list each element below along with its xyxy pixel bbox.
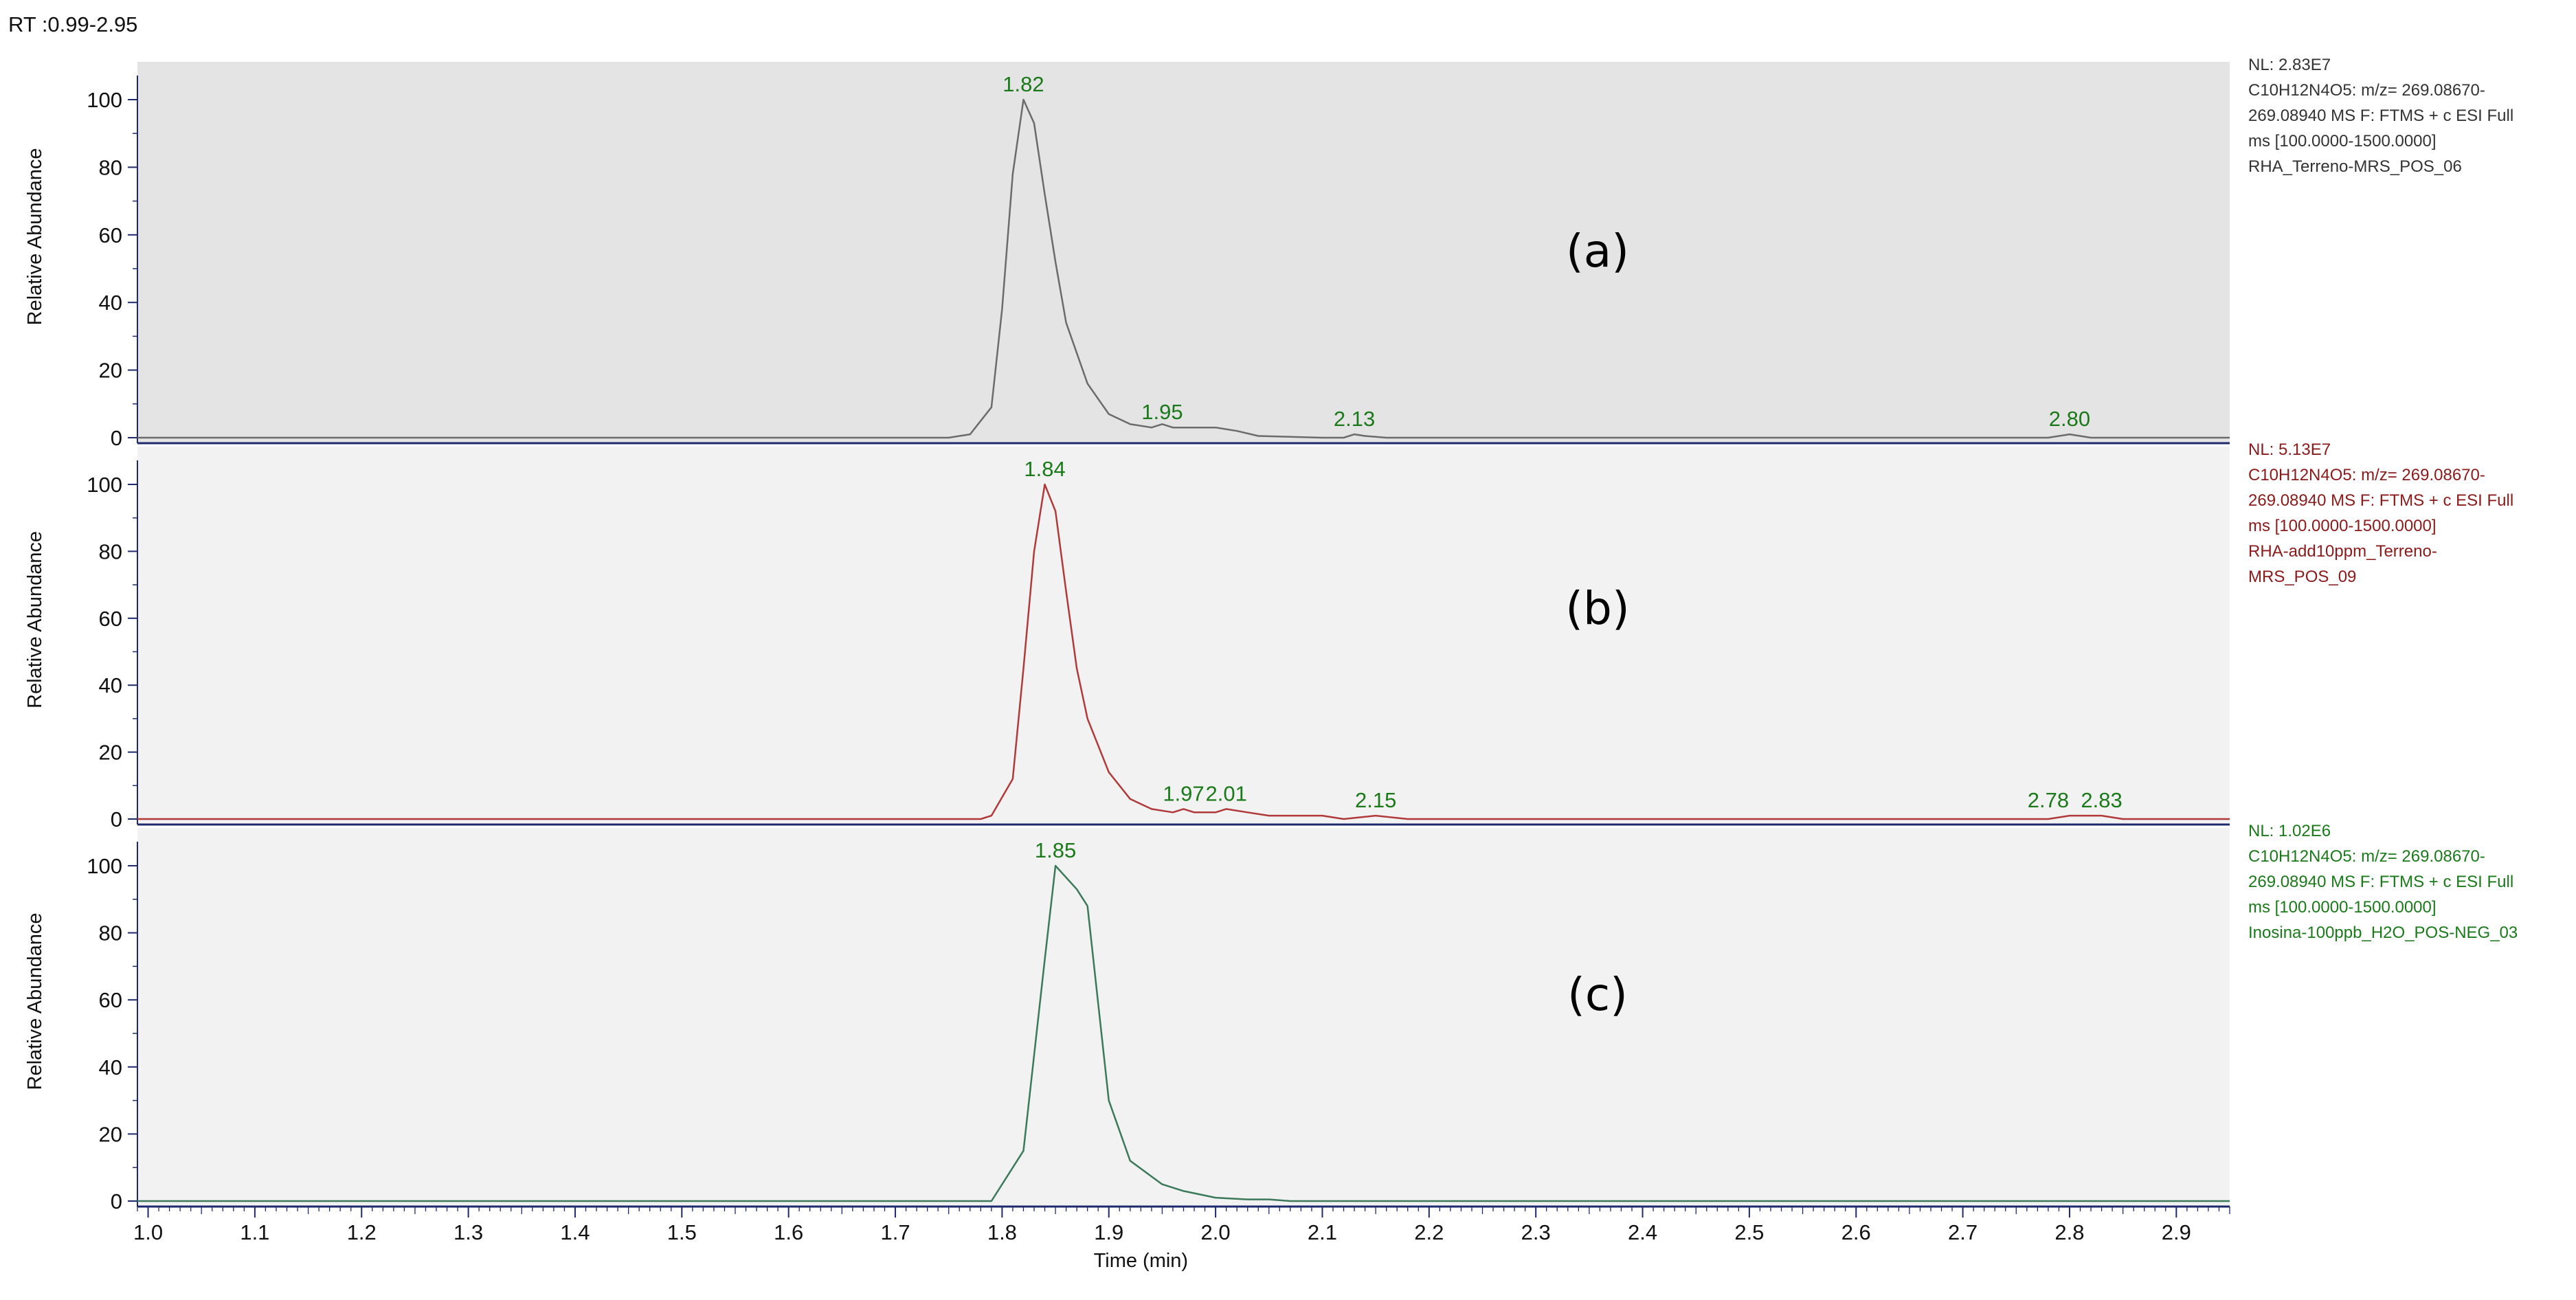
x-tick-label: 1.9 xyxy=(1094,1220,1123,1244)
y-tick-label: 40 xyxy=(99,673,122,697)
info-line: C10H12N4O5: m/z= 269.08670- xyxy=(2248,81,2485,100)
y-tick-label: 100 xyxy=(87,473,122,497)
peak-label: 2.78 xyxy=(2028,788,2069,812)
panel-background xyxy=(137,447,2230,825)
x-tick-label: 2.6 xyxy=(1841,1220,1871,1244)
info-line: 269.08940 MS F: FTMS + c ESI Full xyxy=(2248,107,2513,125)
y-tick-label: 80 xyxy=(99,155,122,179)
info-line: Inosina-100ppb_H2O_POS-NEG_03 xyxy=(2248,923,2518,942)
peak-label: 2.80 xyxy=(2049,407,2090,431)
y-axis-title: Relative Abundance xyxy=(24,531,46,708)
panel-tag: (c) xyxy=(1567,968,1628,1021)
info-line: MRS_POS_09 xyxy=(2248,568,2356,586)
x-tick-label: 1.8 xyxy=(987,1220,1017,1244)
x-tick-label: 2.5 xyxy=(1734,1220,1764,1244)
x-tick-label: 2.9 xyxy=(2162,1220,2191,1244)
peak-label: 2.13 xyxy=(1334,407,1375,431)
info-line: 269.08940 MS F: FTMS + c ESI Full xyxy=(2248,491,2513,510)
y-tick-label: 0 xyxy=(111,1189,122,1213)
x-axis-title: Time (min) xyxy=(1094,1250,1188,1272)
info-line: RHA_Terreno-MRS_POS_06 xyxy=(2248,157,2462,176)
y-tick-label: 80 xyxy=(99,539,122,563)
info-line: ms [100.0000-1500.0000] xyxy=(2248,898,2437,917)
info-line: 269.08940 MS F: FTMS + c ESI Full xyxy=(2248,873,2513,891)
chart-panel-3: 0 20 40 60 80 100 Relative Abundance 1.85 (c) NL:… xyxy=(24,822,2518,1272)
peak-label: 2.83 xyxy=(2081,788,2122,812)
info-line: NL: 5.13E7 xyxy=(2248,440,2331,459)
info-line: C10H12N4O5: m/z= 269.08670- xyxy=(2248,847,2485,866)
x-tick-label: 2.0 xyxy=(1201,1220,1231,1244)
y-tick-label: 80 xyxy=(99,921,122,945)
panel-background xyxy=(137,828,2230,1207)
peak-label: 1.95 xyxy=(1141,400,1183,424)
panel-background xyxy=(137,62,2230,443)
x-tick-label: 2.8 xyxy=(2054,1220,2084,1244)
x-tick-label: 2.7 xyxy=(1948,1220,1978,1244)
y-tick-label: 60 xyxy=(99,607,122,631)
info-line: NL: 2.83E7 xyxy=(2248,56,2331,74)
info-line: RHA-add10ppm_Terreno- xyxy=(2248,542,2437,561)
series-line xyxy=(137,864,2230,1202)
x-tick-label: 2.1 xyxy=(1308,1220,1337,1244)
x-tick-label: 2.3 xyxy=(1521,1220,1551,1244)
y-tick-label: 100 xyxy=(87,854,122,878)
x-tick-label: 1.4 xyxy=(560,1220,590,1244)
panel-tag: (b) xyxy=(1565,582,1629,635)
x-tick-label: 2.4 xyxy=(1628,1220,1657,1244)
panel-tag: (a) xyxy=(1566,225,1629,278)
peak-label: 2.01 xyxy=(1205,781,1246,805)
y-tick-label: 20 xyxy=(99,741,122,765)
panels-group: 0 20 40 60 80 100 Relative Abundance 1.82 1.95 2.… xyxy=(24,56,2518,1272)
y-tick-label: 60 xyxy=(99,223,122,247)
y-tick-label: 100 xyxy=(87,88,122,112)
x-tick-label: 1.2 xyxy=(347,1220,377,1244)
y-tick-label: 20 xyxy=(99,359,122,383)
y-axis-title: Relative Abundance xyxy=(24,148,46,326)
x-tick-label: 1.6 xyxy=(774,1220,803,1244)
peak-label: 1.85 xyxy=(1035,838,1076,862)
series-line xyxy=(137,483,2230,820)
y-tick-label: 0 xyxy=(111,426,122,450)
series-line xyxy=(137,98,2230,439)
chart-panel-1: 0 20 40 60 80 100 Relative Abundance 1.82 1.95 2.… xyxy=(24,56,2513,450)
peak-label: 1.97 xyxy=(1163,781,1204,805)
y-tick-label: 60 xyxy=(99,988,122,1012)
info-line: NL: 1.02E6 xyxy=(2248,822,2331,840)
peak-label: 2.15 xyxy=(1355,788,1396,812)
y-tick-label: 20 xyxy=(99,1122,122,1146)
x-tick-label: 1.7 xyxy=(880,1220,910,1244)
y-axis-title: Relative Abundance xyxy=(24,913,46,1090)
x-tick-label: 2.2 xyxy=(1414,1220,1444,1244)
x-tick-label: 1.1 xyxy=(240,1220,269,1244)
info-line: C10H12N4O5: m/z= 269.08670- xyxy=(2248,466,2485,484)
info-line: ms [100.0000-1500.0000] xyxy=(2248,132,2437,150)
x-tick-label: 1.3 xyxy=(453,1220,483,1244)
x-tick-label: 1.5 xyxy=(667,1220,697,1244)
y-tick-label: 40 xyxy=(99,291,122,315)
peak-label: 1.84 xyxy=(1024,457,1065,481)
y-tick-label: 0 xyxy=(111,807,122,831)
info-line: ms [100.0000-1500.0000] xyxy=(2248,517,2437,535)
rt-range-label: RT :0.99-2.95 xyxy=(8,12,137,36)
peak-label: 1.82 xyxy=(1003,72,1044,96)
y-tick-label: 40 xyxy=(99,1055,122,1079)
x-tick-label: 1.0 xyxy=(133,1220,163,1244)
